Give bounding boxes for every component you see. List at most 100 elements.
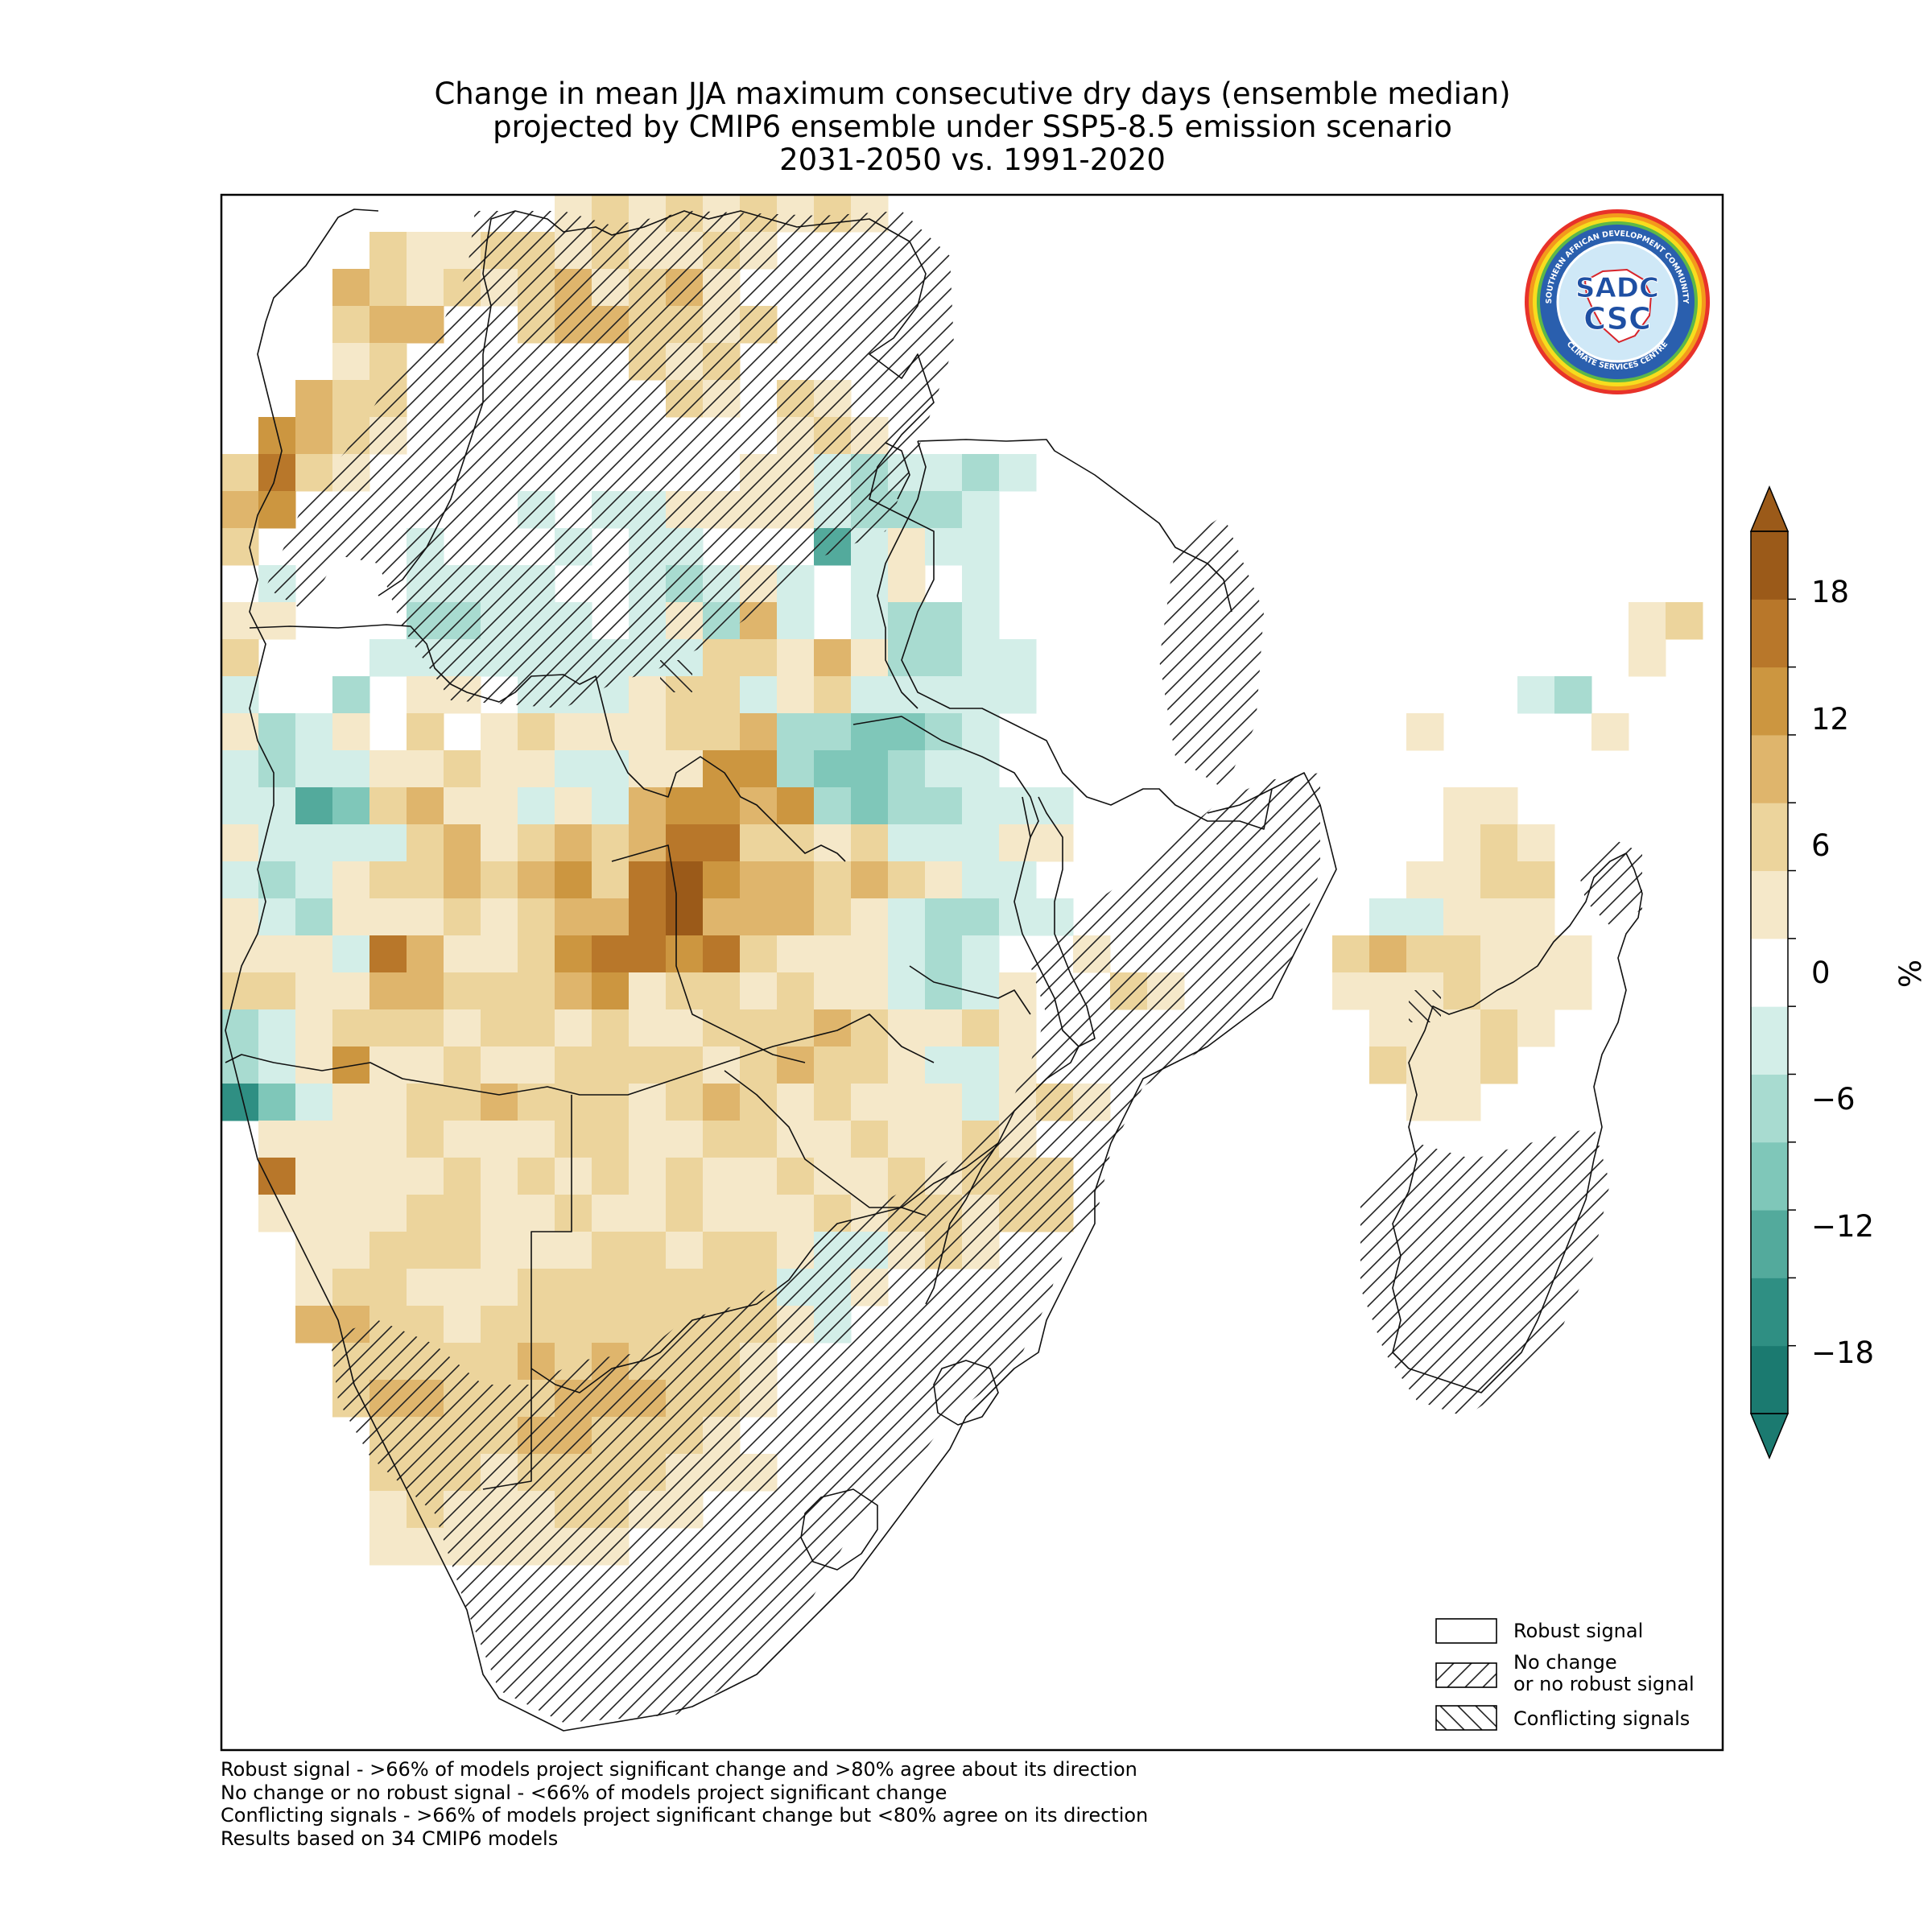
grid-cell	[332, 713, 370, 751]
grid-cell	[1369, 898, 1407, 936]
grid-cell	[925, 676, 963, 714]
grid-cell	[925, 972, 963, 1010]
grid-cell	[258, 454, 296, 492]
grid-cell	[444, 750, 481, 788]
grid-cell	[592, 1306, 630, 1344]
grid-cell	[407, 972, 444, 1010]
grid-cell	[1406, 935, 1444, 973]
grid-cell	[332, 898, 370, 936]
grid-cell	[369, 1269, 407, 1307]
grid-cell	[332, 750, 370, 788]
grid-cell	[925, 602, 963, 640]
grid-cell	[666, 1084, 704, 1121]
grid-cell	[369, 1491, 407, 1529]
grid-cell	[369, 824, 407, 862]
grid-cell	[962, 1046, 1000, 1084]
grid-cell	[407, 1195, 444, 1232]
grid-cell	[814, 713, 852, 751]
grid-cell	[295, 1306, 333, 1344]
grid-cell	[295, 750, 333, 788]
colorbar-extend-bottom	[1749, 1413, 1790, 1459]
grid-cell	[851, 750, 889, 788]
grid-cell	[407, 787, 444, 825]
grid-cell	[444, 1195, 481, 1232]
grid-cell	[1517, 824, 1555, 862]
grid-cell	[221, 898, 222, 936]
grid-cell	[407, 713, 444, 751]
grid-cell	[999, 1009, 1037, 1047]
grid-cell	[407, 1084, 444, 1121]
grid-cell	[295, 1232, 333, 1269]
grid-cell	[1554, 676, 1592, 714]
grid-cell	[221, 1009, 259, 1047]
grid-cell	[814, 1009, 852, 1047]
grid-cell	[1554, 935, 1592, 973]
grid-cell	[703, 1195, 741, 1232]
grid-cell	[703, 639, 741, 677]
grid-cell	[332, 1158, 370, 1195]
grid-cell	[1517, 1009, 1555, 1047]
conflict-region-2	[1409, 990, 1441, 1022]
grid-cell	[962, 454, 1000, 492]
logo-mark-sadc: SADC	[1575, 272, 1659, 304]
border-mozambique-coast-inner	[1207, 788, 1273, 814]
colorbar-bin	[1751, 1141, 1788, 1211]
grid-cell	[1406, 898, 1444, 936]
grid-cell	[258, 898, 296, 936]
grid-cell	[221, 824, 259, 862]
footnote-4: Results based on 34 CMIP6 models	[221, 1827, 559, 1850]
grid-cell	[962, 602, 1000, 640]
grid-cell	[740, 1084, 778, 1121]
grid-cell	[851, 1009, 889, 1047]
grid-cell	[481, 1269, 518, 1307]
grid-cell	[295, 1084, 333, 1121]
grid-cell	[518, 972, 555, 1010]
border-namibia-north	[225, 1013, 935, 1096]
grid-cell	[851, 787, 889, 825]
grid-cell	[369, 898, 407, 936]
grid-cell	[221, 528, 222, 566]
grid-cell	[295, 972, 333, 1010]
grid-cell	[1591, 713, 1629, 751]
grid-cell	[221, 861, 259, 899]
grid-cell	[851, 935, 889, 973]
grid-cell	[814, 1046, 852, 1084]
grid-cell	[925, 824, 963, 862]
grid-cell	[814, 787, 852, 825]
grid-cell	[851, 824, 889, 862]
grid-cell	[814, 935, 852, 973]
grid-cell	[703, 1158, 741, 1195]
border-zambia-mozambique	[909, 965, 1031, 1015]
grid-cell	[777, 787, 815, 825]
grid-cell	[666, 1269, 704, 1307]
conflict-region-1	[660, 660, 692, 692]
grid-cell	[481, 1046, 518, 1084]
grid-cell	[258, 1084, 296, 1121]
grid-cell	[777, 1046, 815, 1084]
footnote-3: Conflicting signals - >66% of models pro…	[221, 1804, 1149, 1827]
grid-cell	[666, 1121, 704, 1158]
grid-cell	[555, 1046, 592, 1084]
grid-cell	[444, 972, 481, 1010]
grid-cell	[1369, 1046, 1407, 1084]
grid-cell	[1517, 861, 1555, 899]
colorbar-bin	[1751, 599, 1788, 668]
grid-cell	[295, 1121, 333, 1158]
grid-cell	[555, 972, 592, 1010]
grid-cell	[369, 232, 407, 270]
grid-cell	[407, 1121, 444, 1158]
grid-cell	[518, 750, 555, 788]
grid-cell	[481, 898, 518, 936]
grid-cell	[407, 232, 444, 270]
grid-cell	[814, 824, 852, 862]
grid-cell	[666, 1158, 704, 1195]
grid-cell	[518, 1046, 555, 1084]
grid-cell	[444, 861, 481, 899]
legend-label-no-change-2: or no robust signal	[1513, 1673, 1695, 1695]
grid-cell	[703, 1232, 741, 1269]
grid-cell	[814, 639, 852, 677]
grid-cell	[444, 935, 481, 973]
grid-cell	[1480, 972, 1518, 1010]
africa-map-icon	[1583, 268, 1653, 344]
